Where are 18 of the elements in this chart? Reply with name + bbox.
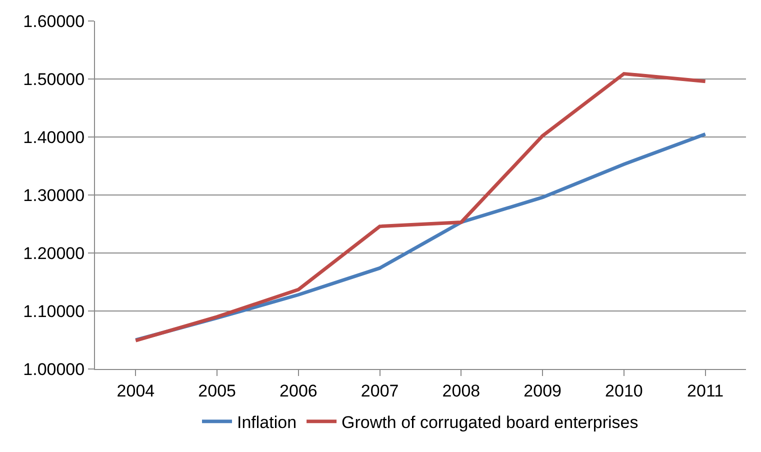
- y-tick-label: 1.10000: [23, 302, 85, 321]
- line-series: [134, 72, 708, 342]
- x-tick-label: 2009: [524, 381, 562, 400]
- x-tick-label: 2004: [116, 381, 155, 400]
- legend-label: Inflation: [237, 412, 297, 432]
- x-tick-label: 2005: [198, 381, 236, 400]
- x-tick-label: 2006: [280, 381, 318, 400]
- x-tick-label: 2010: [605, 381, 643, 400]
- y-tick-label: 1.20000: [23, 244, 85, 263]
- y-tick-label: 1.00000: [23, 360, 85, 379]
- y-tick-label: 1.50000: [23, 70, 85, 89]
- y-tick-label: 1.60000: [23, 12, 85, 31]
- y-tick-label: 1.40000: [23, 128, 85, 147]
- x-tick-label: 2008: [442, 381, 480, 400]
- legend-label: Growth of corrugated board enterprises: [342, 412, 638, 432]
- x-tick-label: 2011: [687, 381, 724, 400]
- y-tick-label: 1.30000: [23, 186, 85, 205]
- x-tick-label: 2007: [360, 381, 399, 400]
